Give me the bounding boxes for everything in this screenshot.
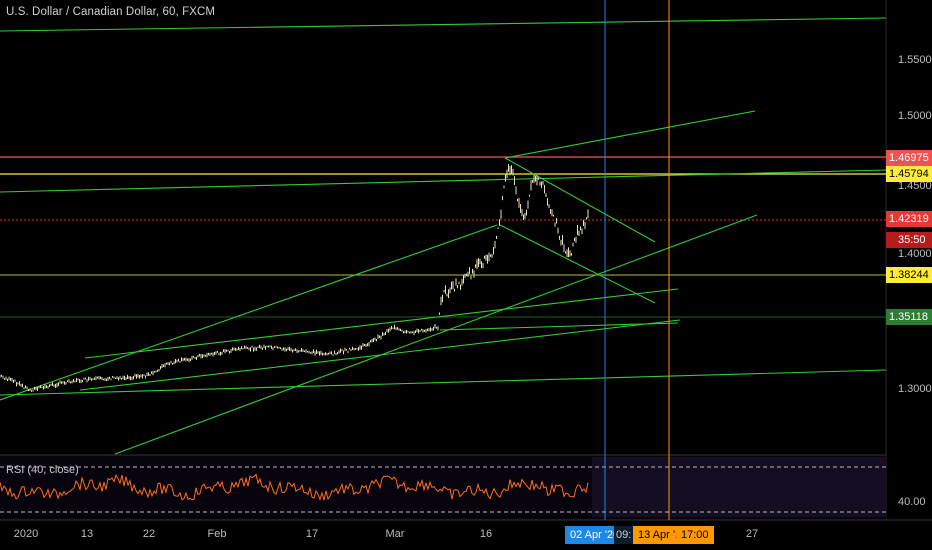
time-tick: Feb (207, 528, 227, 540)
trendlines (0, 17, 887, 455)
time-tick: 13 (80, 528, 94, 540)
trendline (0, 224, 498, 401)
trendline (0, 369, 887, 396)
grid (0, 0, 932, 521)
price-tick: 1.45000 (898, 180, 932, 192)
countdown-tag: 35:50 (886, 232, 932, 248)
price-tag-yellow: 1.45794 (886, 166, 932, 182)
vertical-markers (604, 0, 670, 520)
time-tick: 17 (305, 528, 319, 540)
trendline (504, 110, 756, 159)
rsi-pane (0, 466, 886, 513)
price-tick: 1.55000 (898, 54, 932, 66)
trendline (114, 214, 758, 455)
price-tag-last: 1.42319 (886, 211, 932, 227)
price-tick: 1.40000 (898, 248, 932, 260)
rsi-tick: 40.00 (898, 496, 926, 508)
trendline (499, 224, 656, 304)
price-tick: 1.50000 (898, 110, 932, 122)
crosshair-date-blue: 02 Apr '20 (565, 526, 625, 544)
time-tick: 16 (479, 528, 493, 540)
price-series (0, 164, 589, 392)
trendline (439, 322, 679, 331)
trendline (79, 319, 681, 391)
trendline (84, 288, 679, 359)
time-tick: 22 (142, 528, 156, 540)
price-tag-red: 1.46975 (886, 150, 932, 166)
rsi-line (0, 473, 589, 501)
price-tag-green: 1.35118 (886, 309, 932, 325)
time-tick: Mar (385, 528, 405, 540)
trendline (0, 17, 887, 32)
time-tick: 2020 (13, 528, 39, 540)
time-tick: 27 (745, 528, 759, 540)
symbol-title: U.S. Dollar / Canadian Dollar, 60, FXCM (6, 6, 216, 18)
crosshair-time-orange: 17:00 (676, 526, 714, 544)
price-tag-yellow-low: 1.38244 (886, 267, 932, 283)
trendline (504, 157, 656, 243)
price-tick: 1.30000 (898, 383, 932, 395)
trendline (0, 169, 887, 193)
rsi-future-shade (592, 457, 886, 517)
rsi-indicator-label[interactable]: RSI (40, close) (6, 464, 79, 476)
crosshair-time-trail: 09: (614, 526, 634, 544)
